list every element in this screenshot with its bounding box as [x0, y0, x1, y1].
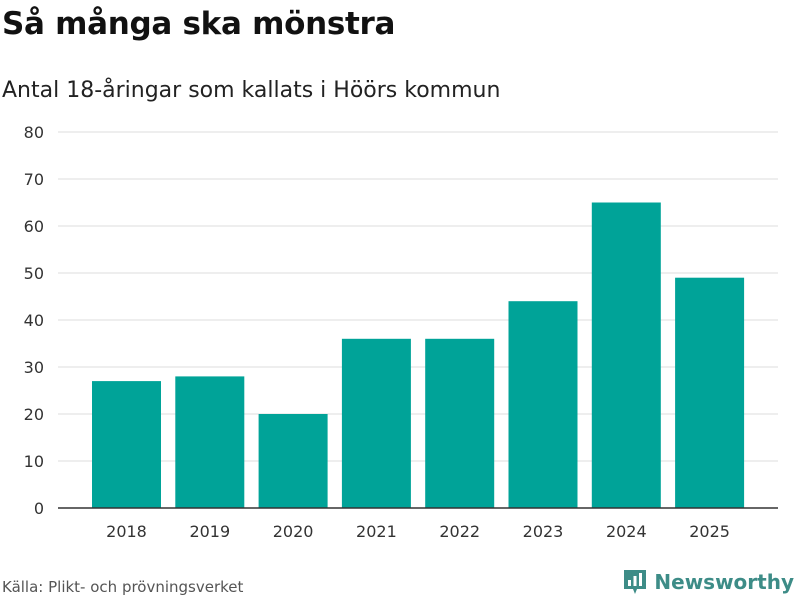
x-tick-label: 2019 — [189, 522, 230, 541]
y-tick-label: 60 — [24, 217, 44, 236]
x-tick-label: 2022 — [439, 522, 480, 541]
x-tick-label: 2025 — [689, 522, 730, 541]
gridlines — [58, 131, 778, 462]
y-tick-label: 70 — [24, 170, 44, 189]
brand-logo: Newsworthy — [622, 568, 794, 596]
y-tick-label: 10 — [24, 452, 44, 471]
x-tick-label: 2023 — [523, 522, 564, 541]
chart-title: Så många ska mönstra — [2, 6, 396, 42]
x-tick-label: 2018 — [106, 522, 147, 541]
y-tick-label: 80 — [24, 123, 44, 142]
bar-chart-pin-icon — [624, 570, 647, 594]
bar — [175, 376, 245, 508]
x-tick-label: 2021 — [356, 522, 397, 541]
y-tick-label: 20 — [24, 405, 44, 424]
bar — [258, 414, 328, 508]
bar — [92, 381, 161, 508]
bar — [675, 277, 745, 508]
brand-name: Newsworthy — [654, 570, 794, 594]
bar — [341, 338, 411, 508]
bar — [425, 338, 495, 508]
chart-subtitle: Antal 18-åringar som kallats i Höörs kom… — [2, 78, 501, 103]
y-tick-label: 0 — [34, 499, 44, 518]
bar — [591, 202, 661, 508]
y-tick-label: 30 — [24, 358, 44, 377]
axes: 0 10 20 30 40 50 60 70 80 2018 2019 2020 2021 2022 202… — [24, 123, 778, 541]
y-tick-label: 40 — [24, 311, 44, 330]
source-note: Källa: Plikt- och prövningsverket — [2, 578, 244, 596]
x-tick-label: 2020 — [273, 522, 314, 541]
bars — [92, 202, 745, 508]
bar — [508, 301, 578, 508]
y-tick-label: 50 — [24, 264, 44, 283]
x-tick-label: 2024 — [606, 522, 647, 541]
